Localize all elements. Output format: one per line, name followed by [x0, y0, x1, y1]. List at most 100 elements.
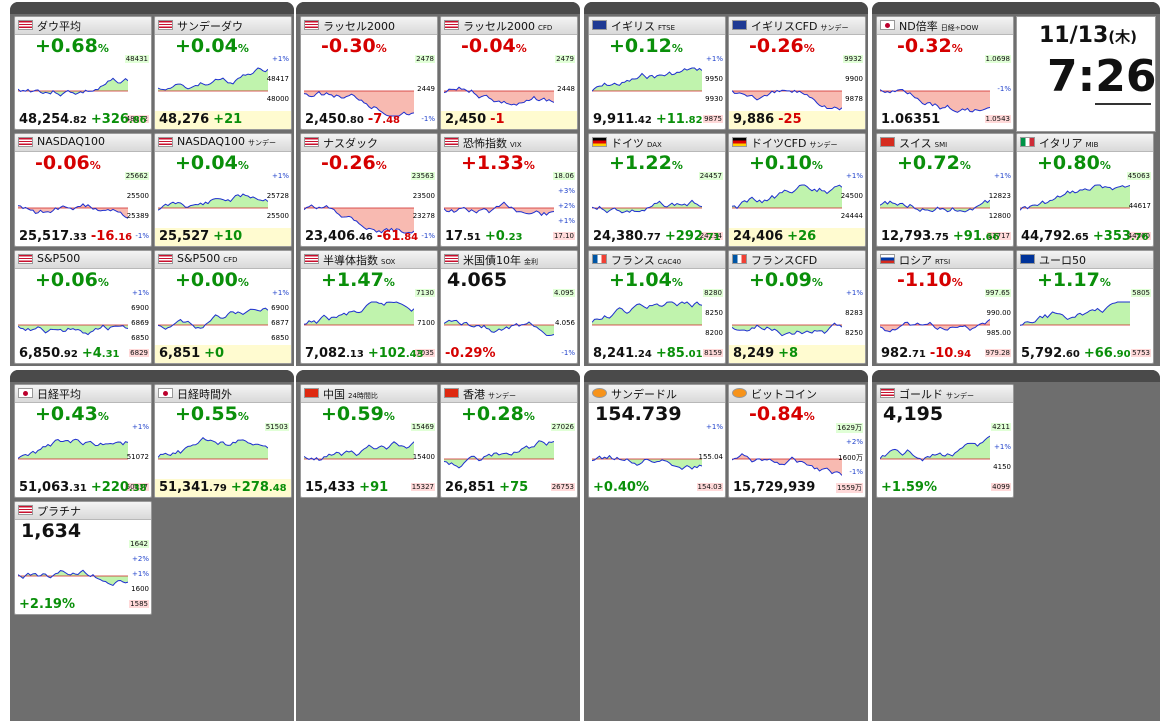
- tile-header: プラチナ: [15, 502, 151, 520]
- tick-labels: 15469 15400 15327: [403, 423, 435, 493]
- market-tile[interactable]: ドイツCFDサンデー+0.10%+1%24500244442417724,406…: [728, 133, 866, 247]
- tile-name: ナスダック: [323, 137, 378, 150]
- sparkline-chart: [1020, 184, 1130, 211]
- sparkline-area: [158, 308, 268, 330]
- tile-footer: 7,082.13 +102.43: [305, 346, 424, 361]
- tick-label: +1%: [706, 55, 723, 63]
- tick-label: 1.0543: [984, 115, 1011, 123]
- tick-label: 8159: [703, 349, 723, 357]
- tile-name: サンデードル: [611, 388, 677, 401]
- tile-footer: -0.29%: [445, 346, 496, 361]
- market-tile[interactable]: スイス SMI +0.72% +1% 12823 12800 12717 12,793.75 +…: [876, 133, 1014, 247]
- market-tile[interactable]: サンデードル 154.739 +1% 155.04 154.03 +0.40%: [588, 384, 726, 498]
- tile-header: ND倍率 日経÷DOW: [877, 17, 1013, 35]
- tick-label: +1%: [994, 443, 1011, 451]
- sparkline-area: [304, 302, 414, 325]
- sparkline-area: [592, 302, 702, 325]
- sparkline-line: [592, 67, 702, 92]
- tile-footer: +2.19%: [19, 597, 75, 612]
- market-tile[interactable]: イタリア MIB +0.80% 45063 44617 44500 44,792.65 +35…: [1016, 133, 1154, 247]
- tile-name: 恐怖指数 VIX: [463, 137, 522, 150]
- market-tile[interactable]: 日経平均 +0.43% +1% 51072 50537 51,063.31 +220.38: [14, 384, 152, 498]
- market-tile[interactable]: ラッセル2000 -0.30% 2478 2449 -1% 2,450.80 -7.48: [300, 16, 438, 130]
- tile-footer: 48,276 +21: [155, 111, 291, 129]
- tick-label: 12800: [988, 212, 1011, 220]
- market-tile[interactable]: NASDAQ100サンデー+0.04%+1%25728255002538925,…: [154, 133, 292, 247]
- market-tile[interactable]: ND倍率 日経÷DOW -0.32% 1.0698 -1% 1.0543 1.06351: [876, 16, 1014, 130]
- market-tile[interactable]: フランスCFD+0.09%+1%8283825081718,249+8: [728, 250, 866, 364]
- market-tile[interactable]: ドイツ DAX +1.22% 24457 24234 24,380.77 +292.71: [588, 133, 726, 247]
- tile-footer: 24,406 +26: [729, 228, 865, 246]
- tile-footer: 26,851 +75: [445, 480, 529, 495]
- tile-header: NASDAQ100: [15, 134, 151, 152]
- market-tile[interactable]: プラチナ 1,634 1642 +2% +1% 1600 1585 +2.19%: [14, 501, 152, 615]
- tick-label: 26753: [550, 483, 575, 491]
- tile-footer: 6,851 +0: [155, 345, 291, 363]
- tile-footer: 15,729,939: [733, 480, 816, 495]
- tile-footer: 12,793.75 +91.66: [881, 229, 1000, 244]
- sparkline-chart: [1020, 301, 1130, 326]
- sparkline-area: [880, 319, 990, 332]
- sparkline-area: [1020, 302, 1130, 326]
- sparkline-area: [304, 204, 414, 233]
- sparkline-chart: [158, 437, 268, 460]
- sparkline-chart: [158, 67, 268, 92]
- market-tile[interactable]: S&P500CFD+0.00%+1%69006877685068296,851+…: [154, 250, 292, 364]
- tick-label: +1%: [706, 423, 723, 431]
- tick-label: 9930: [705, 95, 723, 103]
- tile-name: 中国 24時間比: [323, 388, 378, 401]
- market-tile[interactable]: フランス CAC40 +1.04% 8280 8250 8200 8159 8,241.24 +…: [588, 250, 726, 364]
- sparkline-line: [18, 77, 128, 97]
- tick-label: +1%: [272, 55, 289, 63]
- market-tile[interactable]: 半導体指数 SOX +1.47% 7130 7100 7035 7,082.13 +102.4…: [300, 250, 438, 364]
- market-tile[interactable]: 恐怖指数 VIX +1.33% 18.06 +3% +2% +1% 17.10 17.51 +0.…: [440, 133, 578, 247]
- tile-footer: 2,450 -1: [441, 111, 577, 129]
- tick-labels: 27026 26753: [543, 423, 575, 493]
- market-tile[interactable]: S&P500 +0.06% +1% 6900 6869 6850 6829 6,850.92 +…: [14, 250, 152, 364]
- tick-labels: 5805 5753: [1119, 289, 1151, 359]
- tick-label: 25662: [124, 172, 149, 180]
- flag-icon: [592, 254, 607, 264]
- tile-footer: 51,341.79 +278.48: [155, 479, 291, 497]
- market-tile[interactable]: 日経時間外+0.55%515035052651,341.79+278.48: [154, 384, 292, 498]
- sparkline-chart: [592, 199, 702, 214]
- tick-labels: 4.095 4.056 -1%: [543, 289, 575, 359]
- flag-icon: [444, 388, 459, 398]
- tile-change: -0.04%: [461, 35, 527, 57]
- tile-name: イタリア MIB: [1039, 137, 1099, 150]
- market-tile[interactable]: イギリス FTSE +0.12% +1% 9950 9930 9875 9,911.42 +11…: [588, 16, 726, 130]
- tile-name: S&P500 CFD: [177, 252, 238, 265]
- sparkline-line: [592, 454, 702, 470]
- market-tile[interactable]: ユーロ50 +1.17% 5805 5753 5,792.60 +66.90: [1016, 250, 1154, 364]
- market-tile[interactable]: 中国 24時間比 +0.59% 15469 15400 15327 15,433 +91: [300, 384, 438, 498]
- market-tile[interactable]: サンデーダウ+0.04%+1%48417480004790748,276+21: [154, 16, 292, 130]
- tick-labels: 997.65 990.00 985.00 979.28: [979, 289, 1011, 359]
- tick-label: +1%: [272, 172, 289, 180]
- market-tile[interactable]: 香港 サンデー +0.28% 27026 26753 26,851 +75: [440, 384, 578, 498]
- tick-label: -1%: [421, 232, 435, 240]
- tile-name: フランスCFD: [751, 254, 818, 267]
- sparkline-chart: [444, 319, 554, 337]
- market-tile[interactable]: 米国債10年 金利 4.065 4.095 4.056 -1% -0.29%: [440, 250, 578, 364]
- tile-header: ゴールド サンデー: [877, 385, 1013, 403]
- tick-labels: 2478 2449 -1%: [403, 55, 435, 125]
- tile-name: サンデーダウ: [177, 20, 243, 33]
- tile-name: スイス SMI: [899, 137, 948, 150]
- tick-labels: 18.06 +3% +2% +1% 17.10: [543, 172, 575, 242]
- market-tile[interactable]: ビットコイン -0.84% 1629万 +2% 1600万 -1% 1559万 15,729,…: [728, 384, 866, 498]
- tick-label: -1%: [561, 349, 575, 357]
- market-tile[interactable]: ゴールド サンデー 4,195 4211 +1% 4150 4099 +1.59%: [876, 384, 1014, 498]
- market-tile[interactable]: ダウ平均 +0.68% 48431 48072 48,254.82 +326.86: [14, 16, 152, 130]
- market-tile[interactable]: ナスダック -0.26% 23563 23500 23278 -1% 23,406.46 -6…: [300, 133, 438, 247]
- sparkline-area: [304, 91, 414, 116]
- tick-label: 12823: [988, 192, 1011, 200]
- market-tile[interactable]: ロシア RTSI -1.10% 997.65 990.00 985.00 979.28 982…: [876, 250, 1014, 364]
- sparkline-area: [880, 200, 990, 212]
- tick-label: +3%: [558, 187, 575, 195]
- sparkline-chart: [444, 86, 554, 106]
- tick-label: 997.65: [984, 289, 1011, 297]
- sparkline-chart: [732, 322, 842, 337]
- market-tile[interactable]: NASDAQ100 -0.06% 25662 25500 25389 -1% 25,517.…: [14, 133, 152, 247]
